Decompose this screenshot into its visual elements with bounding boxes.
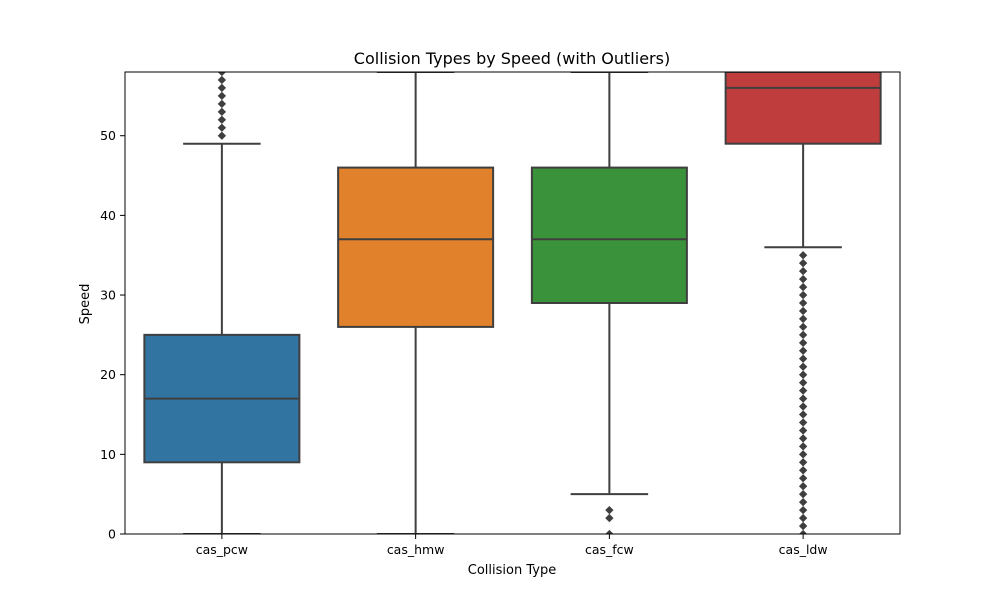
outlier-point — [798, 521, 808, 531]
iqr-box — [530, 166, 688, 304]
outlier-point — [798, 266, 808, 276]
outlier-point — [217, 83, 227, 93]
outlier-point — [798, 298, 808, 308]
outlier-point — [798, 513, 808, 523]
y-tick-label: 10 — [100, 447, 116, 462]
x-tick-label: cas_pcw — [196, 542, 248, 557]
outlier-point — [798, 251, 808, 260]
x-tick-label: cas_ldw — [779, 542, 828, 557]
outlier-point — [798, 362, 808, 371]
outlier-point — [798, 505, 808, 515]
outlier-point — [798, 474, 808, 483]
outlier-point — [798, 458, 808, 467]
outlier-point — [605, 529, 614, 534]
outlier-point — [798, 529, 808, 534]
outlier-point — [798, 259, 808, 268]
outlier-point — [798, 306, 808, 316]
outlier-point — [798, 434, 808, 443]
outlier-point — [798, 497, 808, 507]
outlier-point — [217, 72, 227, 77]
x-tick-label: cas_fcw — [585, 542, 634, 557]
y-tick-label: 20 — [100, 367, 116, 382]
y-tick-label: 40 — [100, 208, 116, 223]
outlier-point — [798, 338, 808, 347]
y-tick-label: 0 — [108, 527, 116, 542]
outlier-point — [798, 346, 808, 355]
chart-title: Collision Types by Speed (with Outliers) — [354, 49, 670, 68]
outlier-point — [217, 115, 227, 124]
outlier-point — [798, 450, 808, 459]
outlier-point — [798, 370, 808, 379]
outlier-point — [798, 490, 808, 499]
y-axis-label: Speed — [78, 284, 93, 325]
outlier-point — [798, 282, 808, 292]
outlier-point — [217, 99, 227, 109]
outlier-point — [798, 426, 808, 435]
outlier-point — [798, 402, 808, 411]
box-cas_pcw — [143, 72, 301, 534]
outlier-point — [605, 505, 614, 515]
outlier-point — [798, 274, 808, 284]
y-tick-label: 30 — [100, 288, 116, 303]
outlier-point — [798, 386, 808, 395]
x-tick-label: cas_hmw — [387, 542, 445, 557]
outlier-point — [798, 466, 808, 475]
axes-frame — [124, 71, 901, 535]
outlier-point — [798, 290, 808, 300]
plot-area: 0 10 20 30 40 50 cas_pcw cas_hmw cas_fcw cas_ldw — [100, 71, 901, 557]
marks-group — [143, 72, 882, 534]
iqr-box — [724, 72, 882, 145]
iqr-box — [337, 166, 495, 328]
outlier-point — [798, 410, 808, 419]
outlier-point — [798, 418, 808, 427]
box-cas_ldw — [724, 72, 882, 534]
outlier-point — [798, 378, 808, 387]
outlier-point — [798, 442, 808, 451]
outlier-point — [798, 314, 808, 324]
outlier-point — [217, 123, 227, 132]
outlier-point — [217, 91, 227, 101]
x-axis-label: Collision Type — [468, 563, 556, 578]
outlier-point — [217, 131, 227, 140]
y-tick-label: 50 — [100, 128, 116, 143]
outlier-point — [798, 330, 808, 340]
outlier-point — [217, 75, 227, 85]
outlier-point — [798, 394, 808, 403]
box-cas_fcw — [530, 72, 688, 534]
outlier-point — [798, 354, 808, 363]
outlier-point — [217, 107, 227, 116]
outlier-point — [798, 322, 808, 332]
box-cas_hmw — [337, 72, 495, 534]
outlier-point — [798, 482, 808, 491]
outlier-point — [605, 513, 614, 523]
